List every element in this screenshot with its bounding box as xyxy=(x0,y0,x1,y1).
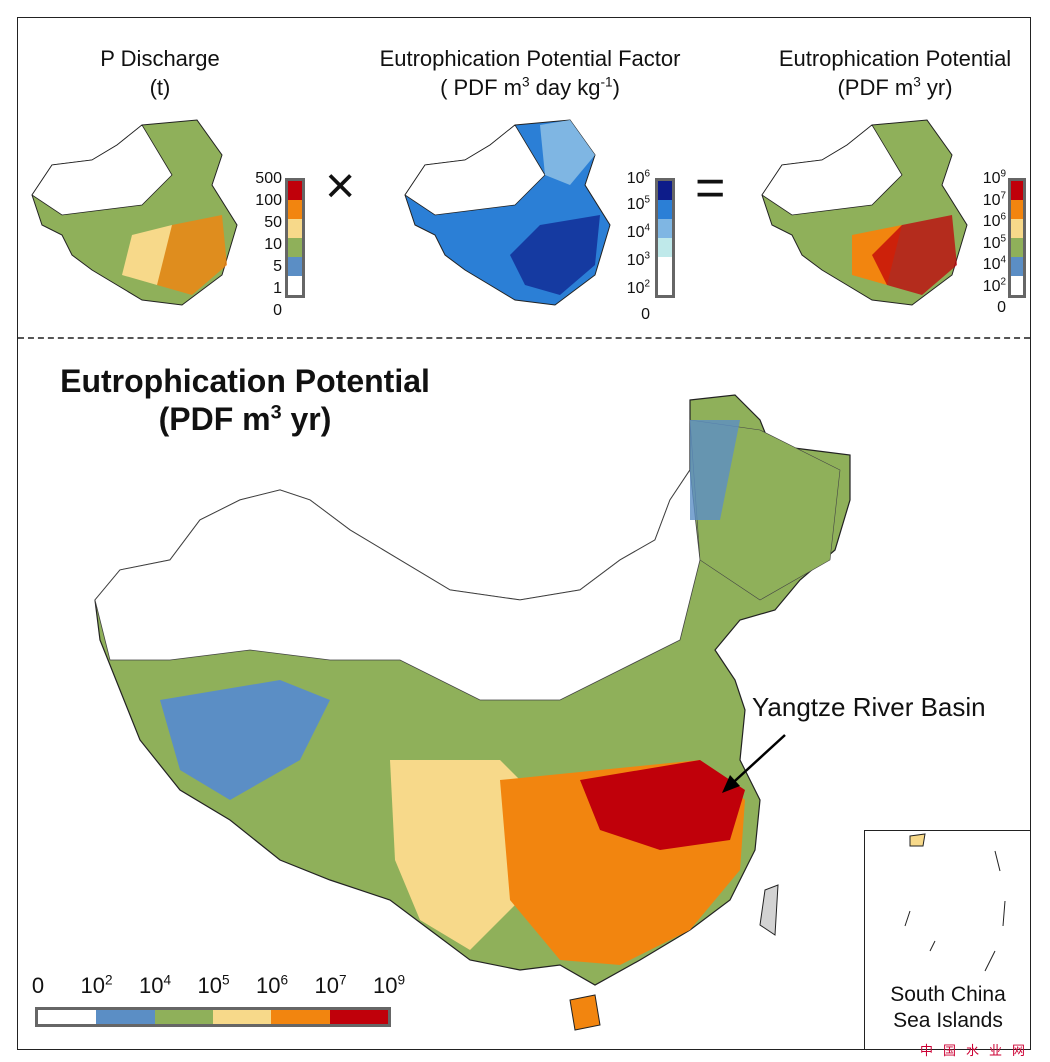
main-legend-label: 102 xyxy=(80,972,113,998)
factor-title: Eutrophication Potential Factor ( PDF m3… xyxy=(379,46,681,100)
potential-small-map xyxy=(761,119,968,306)
hainan-island xyxy=(569,994,601,1031)
discharge-legend-label: 100 xyxy=(255,192,282,209)
plateau-region xyxy=(160,680,330,800)
south-china-sea-inset xyxy=(864,830,1031,1050)
inset-label: South China Sea Islands xyxy=(890,983,1006,1032)
main-legend-label: 0 xyxy=(31,973,45,998)
factor-legend-label: 102 xyxy=(626,278,650,297)
factor-legend-label: 105 xyxy=(626,194,650,213)
potential-legend-label: 106 xyxy=(982,211,1006,230)
factor-legend-label: 106 xyxy=(626,168,650,187)
potential-legend-label: 104 xyxy=(982,254,1006,273)
main-legend-label: 104 xyxy=(138,972,172,998)
potential-title: Eutrophication Potential (PDF m3 yr) xyxy=(778,46,1012,100)
potential-legend-label: 102 xyxy=(982,276,1006,295)
factor-map xyxy=(404,119,611,306)
main-legend-label: 106 xyxy=(255,972,289,998)
factor-legend-label: 104 xyxy=(626,222,650,241)
factor-legend-label: 0 xyxy=(641,306,650,323)
yangtze-region xyxy=(580,760,745,850)
potential-legend-label: 0 xyxy=(997,299,1006,316)
potential-legend-label: 107 xyxy=(982,190,1006,209)
discharge-legend-label: 1 xyxy=(273,280,282,297)
potential-legend-label: 109 xyxy=(982,168,1006,187)
discharge-legend xyxy=(285,178,305,298)
main-title: Eutrophication Potential (PDF m3 yr) xyxy=(60,363,430,437)
discharge-legend-label: 0 xyxy=(273,302,282,319)
factor-legend xyxy=(655,178,675,298)
main-legend-label: 105 xyxy=(197,972,230,998)
main-legend-bar xyxy=(35,1007,391,1027)
figure-frame xyxy=(17,17,1031,1050)
discharge-legend-label: 10 xyxy=(264,236,282,253)
panel-divider xyxy=(18,337,1030,339)
main-legend-label: 107 xyxy=(314,972,347,998)
discharge-legend-label: 5 xyxy=(273,258,282,275)
discharge-title: P Discharge (t) xyxy=(100,46,220,100)
equals-symbol: = xyxy=(695,159,726,217)
times-symbol: × xyxy=(325,157,356,215)
discharge-map xyxy=(31,119,238,306)
potential-small-legend xyxy=(1008,178,1026,298)
main-legend-label: 109 xyxy=(372,972,406,998)
discharge-legend-label: 500 xyxy=(255,170,282,187)
watermark: 中国水业网 xyxy=(920,1043,1036,1058)
discharge-legend-label: 50 xyxy=(264,214,282,231)
potential-legend-label: 105 xyxy=(982,233,1006,252)
taiwan-island xyxy=(759,884,779,936)
factor-legend-label: 103 xyxy=(626,250,650,269)
northern-region xyxy=(94,468,701,701)
yangtze-annotation: Yangtze River Basin xyxy=(752,692,986,722)
